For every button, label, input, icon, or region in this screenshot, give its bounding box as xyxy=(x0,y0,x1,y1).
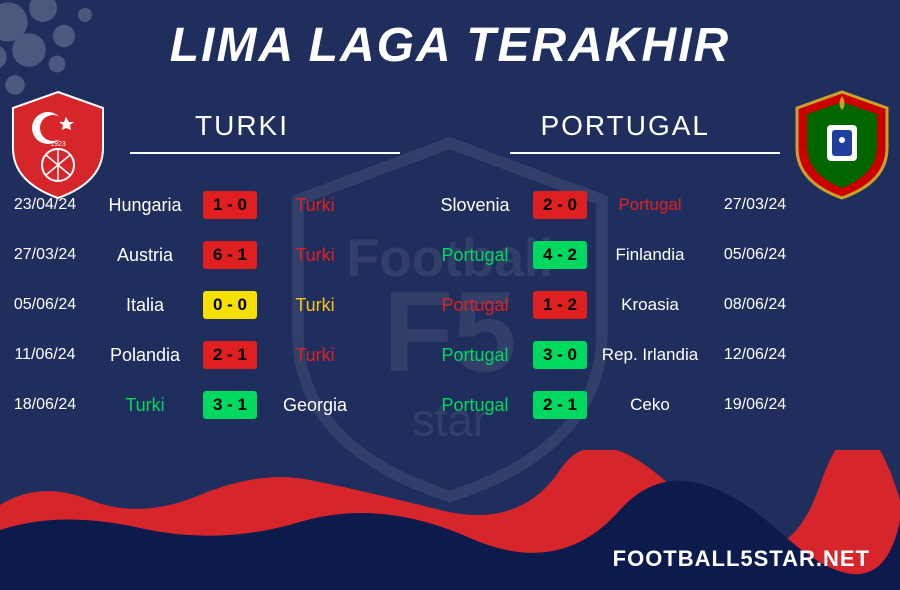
away-team: Turki xyxy=(295,345,334,365)
divider xyxy=(130,152,400,154)
match-row: 05/06/24 Italia 0 - 0 Turki Portugal 1 - 2 Kro… xyxy=(0,280,900,330)
score-badge: 2 - 1 xyxy=(203,341,257,369)
away-team: Finlandia xyxy=(616,245,685,264)
match-date: 12/06/24 xyxy=(710,346,800,364)
divider xyxy=(510,152,780,154)
home-team: Portugal xyxy=(441,295,508,315)
match-date: 05/06/24 xyxy=(0,296,90,314)
match-date: 05/06/24 xyxy=(710,246,800,264)
match-date: 18/06/24 xyxy=(0,396,90,414)
match-row: 23/04/24 Hungaria 1 - 0 Turki Slovenia 2 - 0 P… xyxy=(0,180,900,230)
match-row: 18/06/24 Turki 3 - 1 Georgia Portugal 2 - 1 Ce… xyxy=(0,380,900,430)
score-badge: 1 - 2 xyxy=(533,291,587,319)
footer-source: FOOTBALL5STAR.NET xyxy=(613,546,870,572)
match-date: 19/06/24 xyxy=(710,396,800,414)
score-badge: 3 - 1 xyxy=(203,391,257,419)
score-badge: 1 - 0 xyxy=(203,191,257,219)
home-team: Portugal xyxy=(441,245,508,265)
score-badge: 3 - 0 xyxy=(533,341,587,369)
match-date: 11/06/24 xyxy=(0,346,90,364)
match-date: 27/03/24 xyxy=(0,246,90,264)
score-badge: 2 - 0 xyxy=(533,191,587,219)
page-title: LIMA LAGA TERAKHIR xyxy=(0,18,900,73)
score-badge: 2 - 1 xyxy=(533,391,587,419)
home-team: Polandia xyxy=(110,345,180,365)
away-team: Kroasia xyxy=(621,295,679,314)
match-row: 27/03/24 Austria 6 - 1 Turki Portugal 4 - 2 Fi… xyxy=(0,230,900,280)
home-team: Turki xyxy=(125,395,164,415)
svg-text:1923: 1923 xyxy=(50,141,66,148)
home-team: Slovenia xyxy=(440,195,509,215)
score-badge: 0 - 0 xyxy=(203,291,257,319)
away-team: Turki xyxy=(295,195,334,215)
away-team: Ceko xyxy=(630,395,670,414)
home-team: Austria xyxy=(117,245,173,265)
match-date: 27/03/24 xyxy=(710,196,800,214)
match-row: 11/06/24 Polandia 2 - 1 Turki Portugal 3 - 0 R… xyxy=(0,330,900,380)
away-team: Turki xyxy=(295,245,334,265)
score-badge: 4 - 2 xyxy=(533,241,587,269)
away-team: Portugal xyxy=(618,195,681,214)
team-right-name: PORTUGAL xyxy=(540,110,710,142)
home-team: Italia xyxy=(126,295,164,315)
team-left-name: TURKI xyxy=(195,110,289,142)
home-team: Hungaria xyxy=(108,195,181,215)
home-team: Portugal xyxy=(441,345,508,365)
away-team: Rep. Irlandia xyxy=(602,345,698,364)
matches-table: 23/04/24 Hungaria 1 - 0 Turki Slovenia 2 - 0 P… xyxy=(0,180,900,430)
home-team: Portugal xyxy=(441,395,508,415)
match-date: 23/04/24 xyxy=(0,196,90,214)
away-team: Turki xyxy=(295,295,334,315)
score-badge: 6 - 1 xyxy=(203,241,257,269)
away-team: Georgia xyxy=(283,395,347,415)
match-date: 08/06/24 xyxy=(710,296,800,314)
